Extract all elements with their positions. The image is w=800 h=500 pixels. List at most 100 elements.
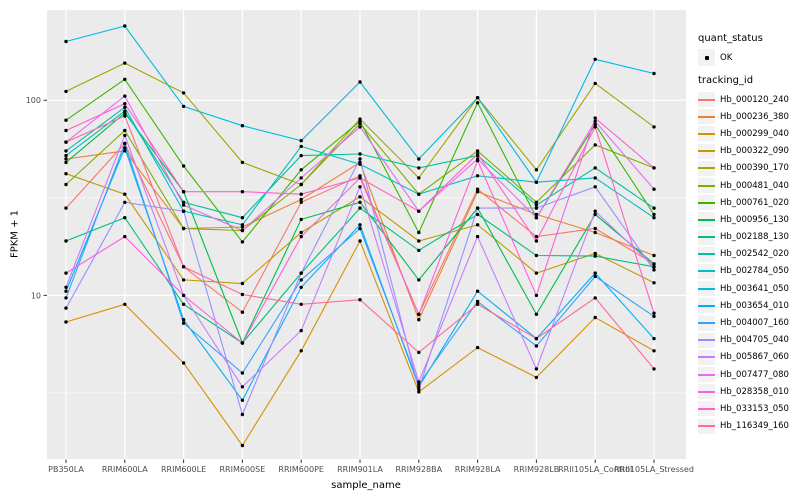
data-point bbox=[299, 328, 303, 333]
point-key-icon bbox=[698, 49, 715, 66]
data-point bbox=[475, 101, 480, 105]
data-point bbox=[181, 321, 186, 325]
legend-item-Hb_028358_010: Hb_028358_010 bbox=[698, 383, 789, 400]
legend-item-label: Hb_000481_040 bbox=[720, 180, 789, 191]
data-point bbox=[534, 216, 539, 220]
data-point bbox=[652, 349, 656, 353]
data-point bbox=[64, 320, 68, 324]
data-point bbox=[475, 206, 480, 210]
data-point bbox=[534, 344, 539, 348]
legend-item-label: Hb_033153_050 bbox=[720, 403, 789, 414]
data-point bbox=[64, 306, 68, 310]
data-point bbox=[181, 318, 186, 322]
data-point bbox=[299, 200, 303, 204]
data-point bbox=[299, 230, 303, 235]
data-point bbox=[240, 412, 245, 417]
data-point bbox=[593, 176, 597, 180]
legend-key-line bbox=[698, 184, 715, 187]
legend-item-label: Hb_000120_240 bbox=[720, 94, 789, 105]
legend-item-label: Hb_003641_050 bbox=[720, 283, 789, 294]
data-point bbox=[652, 281, 656, 285]
data-point bbox=[417, 248, 421, 253]
legend-item-label: Hb_003654_010 bbox=[720, 300, 789, 311]
data-point bbox=[181, 265, 186, 269]
data-point bbox=[652, 187, 656, 191]
line-key-icon bbox=[698, 195, 715, 211]
data-point bbox=[417, 230, 421, 235]
data-point bbox=[593, 119, 597, 124]
data-point bbox=[299, 197, 303, 202]
data-point bbox=[123, 141, 127, 146]
data-point bbox=[64, 157, 68, 161]
data-point bbox=[123, 234, 127, 239]
data-point bbox=[534, 293, 539, 298]
legend-item-label: Hb_000761_020 bbox=[720, 197, 789, 208]
data-point bbox=[123, 216, 127, 220]
data-point bbox=[123, 94, 127, 98]
data-point bbox=[181, 190, 186, 194]
line-key-icon bbox=[698, 178, 715, 194]
data-point bbox=[240, 124, 245, 128]
data-point bbox=[652, 262, 656, 266]
legend-key-line bbox=[698, 150, 715, 153]
legend-item-label: Hb_007477_080 bbox=[720, 369, 789, 380]
data-point bbox=[652, 367, 656, 371]
panel-background bbox=[47, 10, 686, 459]
line-key-icon bbox=[698, 384, 715, 400]
data-point bbox=[299, 349, 303, 353]
data-point bbox=[417, 350, 421, 355]
data-point bbox=[358, 176, 362, 180]
data-point bbox=[299, 153, 303, 158]
data-point bbox=[593, 212, 597, 217]
data-point bbox=[64, 39, 68, 44]
data-point bbox=[652, 166, 656, 170]
data-point bbox=[240, 341, 245, 345]
data-point bbox=[534, 200, 539, 204]
x-tick-label: RRIM600PE bbox=[278, 465, 324, 474]
data-point bbox=[417, 382, 421, 386]
data-point bbox=[358, 125, 362, 129]
legend-item-Hb_033153_050: Hb_033153_050 bbox=[698, 400, 789, 417]
legend-quant-status-title: quant_status bbox=[698, 33, 763, 44]
data-point bbox=[299, 271, 303, 275]
data-point bbox=[534, 234, 539, 239]
data-point bbox=[181, 278, 186, 282]
y-tick-label: 100 bbox=[26, 96, 41, 105]
legend-item-label: Hb_000299_040 bbox=[720, 128, 789, 139]
data-point bbox=[593, 271, 597, 275]
legend-item-label: Hb_004007_160 bbox=[720, 318, 789, 329]
legend-panel: quant_status OK tracking_id Hb_000120_24… bbox=[690, 0, 800, 500]
legend-item-label: Hb_116349_160 bbox=[720, 421, 789, 432]
data-point bbox=[358, 206, 362, 210]
data-point bbox=[593, 57, 597, 61]
data-point bbox=[652, 311, 656, 315]
legend-key-line bbox=[698, 339, 715, 342]
legend-key-line bbox=[698, 253, 715, 256]
data-point bbox=[652, 206, 656, 210]
x-tick-label: RRII105LA_Stressed bbox=[614, 465, 694, 474]
legend-key-line bbox=[698, 425, 715, 428]
data-point bbox=[123, 128, 127, 133]
data-point bbox=[417, 166, 421, 170]
data-point bbox=[475, 223, 480, 227]
data-point bbox=[475, 149, 480, 153]
legend-tracking-items: Hb_000120_240 Hb_000236_380 Hb_000299_040 H… bbox=[698, 91, 789, 435]
data-point bbox=[181, 293, 186, 298]
data-point bbox=[593, 254, 597, 258]
line-key-icon bbox=[698, 212, 715, 228]
data-point bbox=[593, 185, 597, 189]
legend-tracking-id-title: tracking_id bbox=[698, 75, 754, 86]
legend-key-line bbox=[698, 373, 715, 376]
data-point bbox=[240, 310, 245, 314]
line-key-icon bbox=[698, 418, 715, 434]
data-point bbox=[417, 192, 421, 196]
data-point bbox=[417, 278, 421, 282]
data-point bbox=[593, 125, 597, 129]
data-point bbox=[358, 157, 362, 161]
legend-item-Hb_000390_170: Hb_000390_170 bbox=[698, 160, 789, 177]
data-point bbox=[417, 209, 421, 213]
data-point bbox=[534, 206, 539, 210]
data-point bbox=[475, 289, 480, 293]
data-point bbox=[240, 190, 245, 194]
